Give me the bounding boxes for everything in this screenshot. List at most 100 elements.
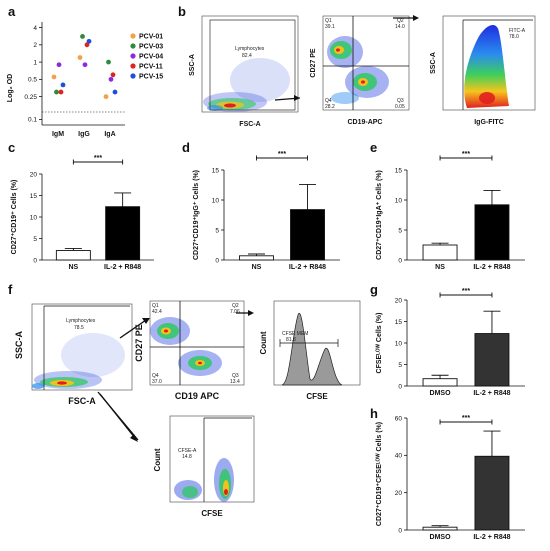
panel_d-xcat-label: IL-2 + R848 [289, 264, 326, 271]
panel_c-bar [55, 250, 91, 261]
a-ytick-label: 1 [33, 59, 37, 66]
a-xcat-label: IgG [78, 131, 90, 138]
panel-g-bar-chart: CFSEᴸᴼᵂ Cells (%) 0 5 10 15 20 DMSO IL-2 + R848… [376, 288, 525, 397]
panel_h-ytick-label: 20 [395, 490, 403, 497]
b2-q4: Q4 [325, 98, 332, 104]
panel_e-ytick-label: 10 [395, 197, 403, 204]
b2-q3: Q3 [397, 98, 404, 104]
panel_d-ytick-label: 0 [215, 257, 219, 264]
panel_g-bar [422, 378, 458, 387]
panel-b-flow-plot1: Lymphocytes 82.4 FSC-A SSC-A [189, 15, 301, 128]
f3-gate-name: CFSE MEM [282, 331, 308, 337]
f4-gate-value: 14.8 [182, 454, 192, 460]
a-point [106, 59, 111, 65]
panel_c-sig-label: *** [94, 155, 102, 162]
a-legend-label: PCV-03 [139, 43, 163, 50]
f2-q3v: 13.4 [230, 379, 240, 385]
panel_c-bar [105, 206, 141, 261]
panel-f-flow-plot2: Q1 42.4 Q2 7.06 Q3 13.4 Q4 37.0 CD19 APC… [134, 300, 254, 401]
panel-f-flow-plot4: CFSE-A 14.8 CFSE Count [153, 415, 255, 518]
a-ytick-label: 2 [33, 42, 37, 49]
f1-ylabel: SSC-A [14, 331, 24, 360]
panel-d-bar-chart: CD27⁺CD19⁺IgG⁺ Cells (%) 0 5 10 15 NS IL-2 + R… [193, 151, 340, 271]
panel_e-xcat-label: IL-2 + R848 [473, 264, 510, 271]
f2-q1: Q1 [152, 303, 159, 309]
b2-ylabel: CD27 PE [310, 48, 317, 78]
b2-q1v: 39.1 [325, 24, 335, 30]
a-point [103, 94, 109, 100]
a-legend-dot [130, 63, 136, 69]
panel_g-xcat-label: DMSO [430, 390, 452, 397]
f2-q2v: 7.06 [230, 309, 240, 315]
panel_c-ytick-label: 20 [30, 171, 38, 178]
panel_g-ytick-label: 20 [395, 297, 403, 304]
a-legend-dot [130, 53, 136, 59]
panel_e-ytick-label: 15 [395, 167, 403, 174]
f2-q4: Q4 [152, 373, 159, 379]
panel_e-ytick-label: 0 [398, 257, 402, 264]
f1-xlabel: FSC-A [68, 396, 96, 406]
panel-letter-a: a [8, 4, 16, 19]
panel_e-ylabel: CD27⁺CD19⁺IgA⁺ Cells (%) [376, 170, 383, 260]
f4-gate-name: CFSE-A [178, 448, 197, 454]
panel_c-ylabel: CD27⁺CD19⁺ Cells (%) [11, 180, 18, 255]
b2-q2: Q2 [397, 18, 404, 24]
b3-xlabel: IgG-FITC [474, 119, 504, 126]
b3-gate-name: FITC-A [509, 28, 526, 34]
panel_c-ytick-label: 5 [33, 236, 37, 243]
f2-q1v: 42.4 [152, 309, 162, 315]
panel_h-bar [422, 526, 458, 531]
panel_d-ytick-label: 10 [212, 197, 220, 204]
panel_h-ytick-label: 40 [395, 453, 403, 460]
f2-q3: Q3 [232, 373, 239, 379]
panel_h-ytick-label: 0 [398, 527, 402, 534]
panel_e-ytick-label: 5 [398, 227, 402, 234]
f2-xlabel: CD19 APC [175, 391, 220, 401]
f2-q2: Q2 [232, 303, 239, 309]
a-xcat-label: IgA [104, 131, 115, 138]
panel_c-ytick-label: 0 [33, 257, 37, 264]
a-legend-dot [130, 33, 136, 39]
f4-ylabel: Count [153, 448, 162, 471]
b2-q2v: 14.0 [395, 24, 405, 30]
panel-letter-g: g [370, 282, 378, 297]
panel-a-ylabel: Log₂ OD [7, 74, 14, 102]
b2-q3v: 0.05 [395, 104, 405, 110]
b1-gate-value: 82.4 [242, 53, 252, 59]
a-point [80, 34, 85, 39]
f1-gate-name: Lymphocytes [66, 318, 96, 324]
b3-ylabel: SSC-A [430, 52, 437, 74]
panel-b-flow-plot3: FITC-A 78.0 IgG-FITC SSC-A [430, 15, 536, 126]
f2-q4v: 37.0 [152, 379, 162, 385]
panel_e-sig-label: *** [462, 151, 470, 158]
a-legend-label: PCV-01 [139, 33, 163, 40]
b1-ylabel: SSC-A [189, 54, 196, 76]
f1-gate-value: 78.5 [74, 325, 84, 331]
panel_d-bar [290, 209, 325, 261]
panel_d-bar [239, 255, 274, 261]
panel_c-xcat-label: IL-2 + R848 [104, 264, 141, 271]
f3-ylabel: Count [259, 331, 268, 354]
panel_d-xcat-label: NS [252, 264, 262, 271]
a-point [86, 38, 92, 44]
panel-h-bar-chart: CD27⁺CD19⁺CFSEᴸᴼᵂ Cells (%) 0 20 40 60 DMSO IL… [376, 415, 525, 541]
b1-xlabel: FSC-A [239, 121, 260, 128]
panel_d-sig-label: *** [278, 151, 286, 158]
panel_h-bar [474, 455, 510, 531]
a-legend-label: PCV-04 [139, 53, 163, 60]
a-point [112, 89, 118, 95]
a-point [60, 82, 66, 88]
a-legend-label: PCV-11 [139, 63, 163, 70]
a-point [84, 42, 90, 48]
panel-letter-d: d [182, 140, 190, 155]
a-legend-label: PCV-15 [139, 73, 163, 80]
a-point [82, 62, 88, 68]
panel_c-ytick-label: 15 [30, 193, 38, 200]
a-ytick-label: 0.25 [24, 94, 37, 101]
panel-letter-h: h [370, 406, 378, 421]
a-point [54, 89, 59, 95]
a-point [108, 76, 114, 82]
a-point [77, 55, 83, 60]
panel-e-bar-chart: CD27⁺CD19⁺IgA⁺ Cells (%) 0 5 10 15 NS IL-2 + R… [376, 151, 525, 271]
panel_h-sig-label: *** [462, 415, 470, 422]
